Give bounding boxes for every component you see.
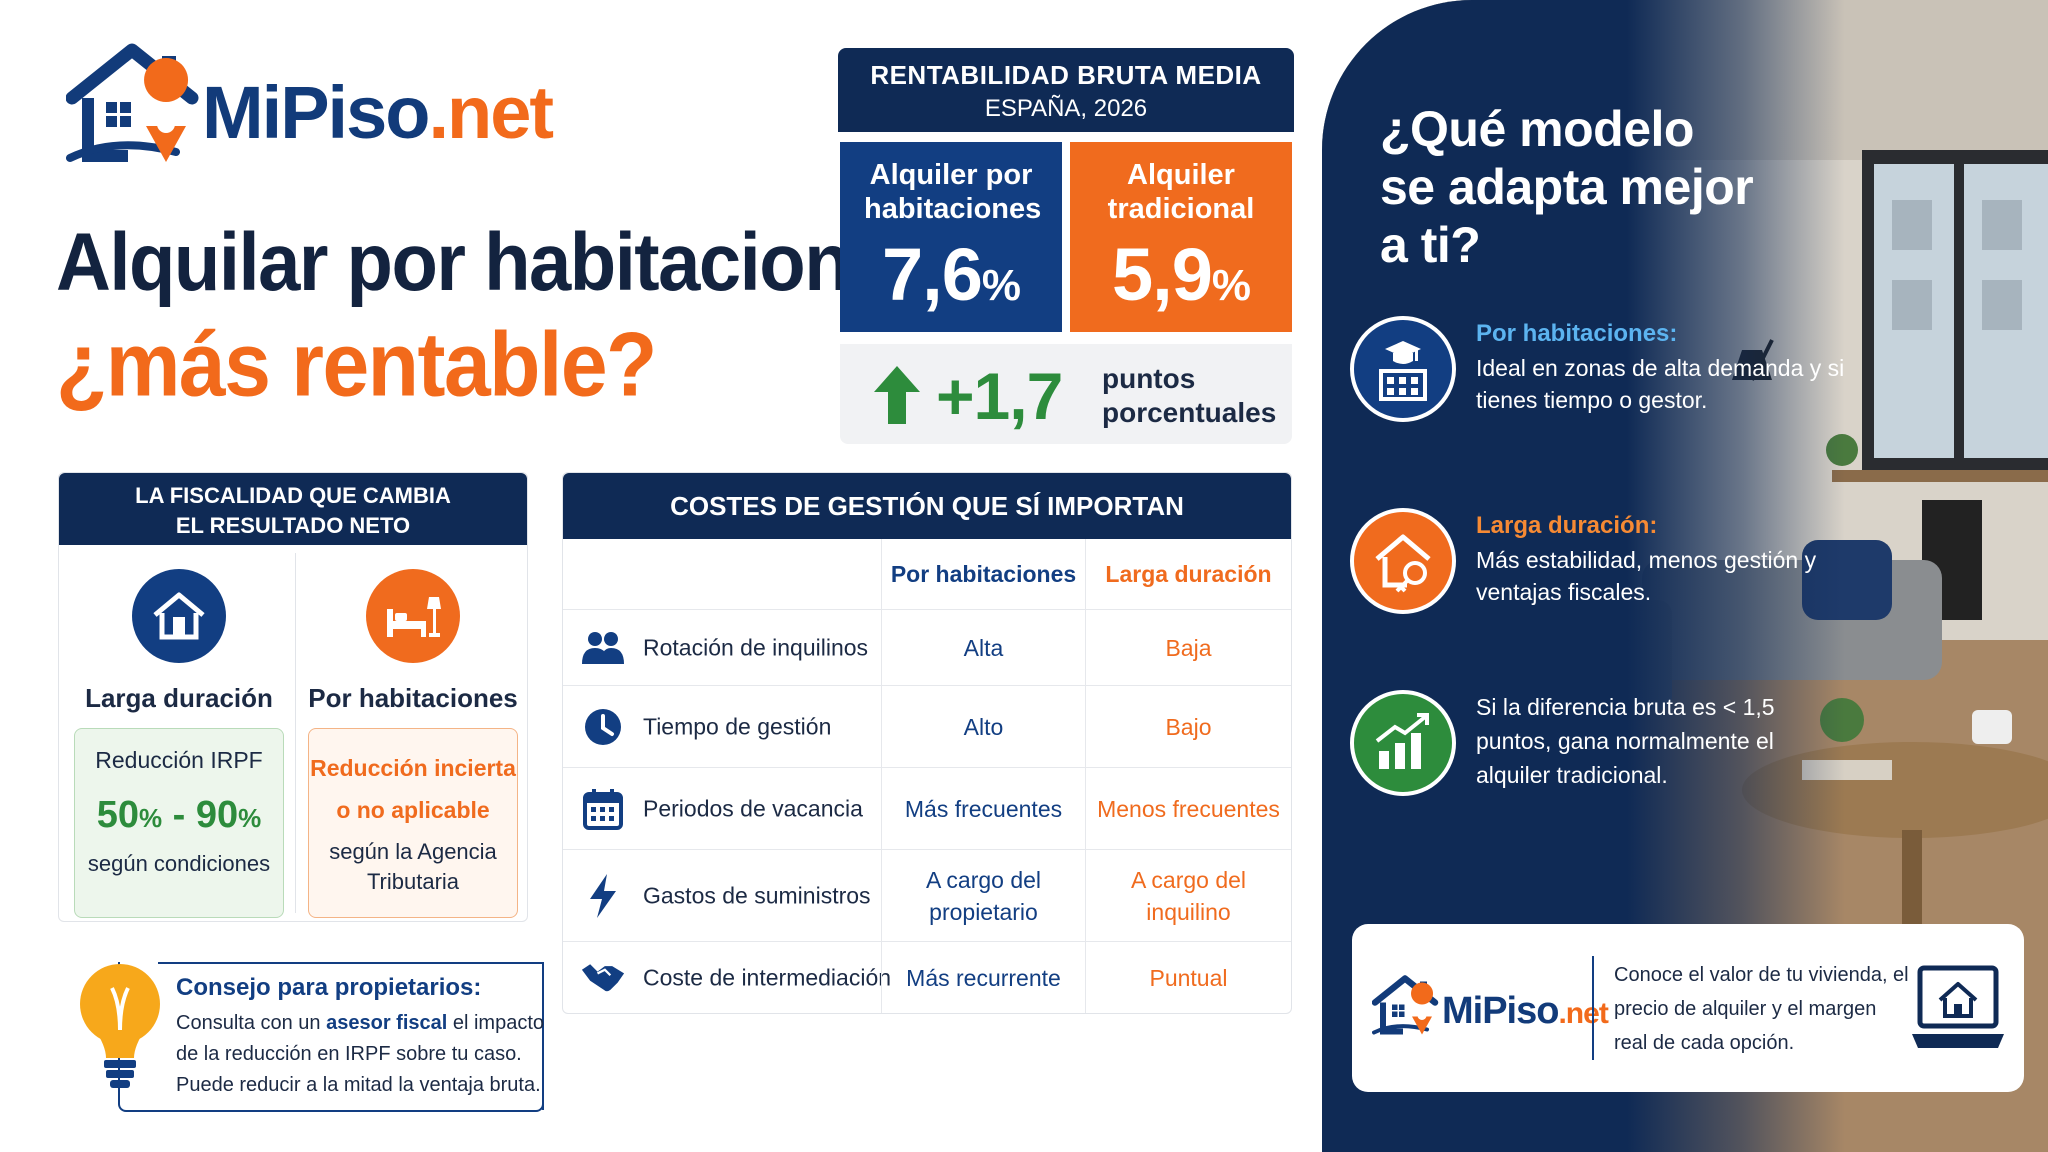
rentabilidad-header: RENTABILIDAD BRUTA MEDIA ESPAÑA, 2026 [838, 48, 1294, 132]
rentabilidad-delta: +1,7 puntos porcentuales [840, 344, 1292, 444]
fiscalidad-habitaciones-title: Por habitaciones [308, 683, 518, 713]
consejo-text: Consulta con un asesor fiscal el impacto… [176, 1012, 545, 1096]
handshake-icon [581, 956, 625, 1000]
fiscalidad-panel: LA FISCALIDAD QUE CAMBIA EL RESULTADO NE… [58, 472, 528, 922]
bedroom-icon [366, 569, 460, 663]
cta-text: Conoce el valor de tu vivienda, el preci… [1614, 964, 1909, 1054]
laptop-house-icon [1912, 965, 2004, 1048]
reduccion-incierta: Reducción incierta [310, 755, 516, 781]
lightbulb-icon [80, 964, 160, 1088]
fiscalidad-habitaciones: Por habitaciones Reducción incierta o no… [305, 569, 521, 918]
option-larga-text: Más estabilidad, menos gestión y ventaja… [1476, 547, 1817, 605]
col-habitaciones: Por habitaciones [881, 539, 1085, 609]
divider [295, 553, 296, 913]
rentabilidad-card-habitaciones: Alquiler por habitaciones 7,6% [840, 142, 1062, 332]
house-icon [132, 569, 226, 663]
col-larga-duracion: Larga duración [1085, 539, 1291, 609]
irpf-label: Reducción IRPF [95, 747, 263, 773]
fiscalidad-habitaciones-box: Reducción incierta o no aplicable según … [308, 728, 518, 918]
divider [1592, 956, 1594, 1060]
headline: Alquilar por habitaciones ¿más rentable? [56, 217, 932, 415]
card-tradicional-label: Alquiler tradicional [1107, 159, 1255, 225]
no-aplicable: o no aplicable [336, 797, 490, 823]
rentabilidad-panel: RENTABILIDAD BRUTA MEDIA ESPAÑA, 2026 Al… [838, 48, 1294, 444]
table-row: Coste de intermediación Más recurrente P… [563, 941, 1291, 1013]
row-larga-value: Puntual [1085, 942, 1291, 1013]
table-row: Rotación de inquilinos Alta Baja [563, 609, 1291, 685]
row-hab-value: Más recurrente [881, 942, 1085, 1013]
rentabilidad-subtitle: ESPAÑA, 2026 [984, 95, 1148, 122]
row-larga-value: Bajo [1085, 686, 1291, 767]
option-habitaciones-text: Ideal en zonas de alta demanda y si tien… [1476, 355, 1845, 413]
consejo-title: Consejo para propietarios: [176, 974, 482, 1001]
clock-icon [581, 705, 625, 749]
rentabilidad-card-tradicional: Alquiler tradicional 5,9% [1070, 142, 1292, 332]
consejo-box: Consejo para propietarios: Consulta con … [76, 958, 546, 1114]
costes-title: COSTES DE GESTIÓN QUE SÍ IMPORTAN [563, 473, 1291, 539]
brand-logo[interactable]: MiPiso.net [66, 40, 566, 170]
row-hab-value: A cargo del propietario [881, 850, 1085, 941]
row-label: Gastos de suministros [643, 882, 871, 908]
row-hab-value: Alto [881, 686, 1085, 767]
row-label: Coste de intermediación [643, 964, 892, 990]
irpf-range: 50% - 90% [96, 794, 262, 836]
table-header-row: Por habitaciones Larga duración [563, 539, 1291, 609]
fiscalidad-larga: Larga duración Reducción IRPF 50% - 90% … [71, 569, 287, 918]
row-hab-value: Alta [881, 610, 1085, 685]
people-icon [581, 626, 625, 670]
headline-line1: Alquilar por habitaciones [56, 216, 932, 309]
row-hab-value: Más frecuentes [881, 768, 1085, 849]
agencia-tributaria: según la Agencia Tributaria [329, 839, 497, 894]
fiscalidad-larga-title: Larga duración [85, 683, 273, 713]
option-diferencia-text: Si la diferencia bruta es < 1,5 puntos, … [1476, 694, 1775, 788]
card-habitaciones-value: 7,6% [882, 233, 1021, 316]
house-pin-logo-icon [66, 43, 199, 162]
building-graduation-icon [1350, 316, 1456, 422]
row-label: Tiempo de gestión [643, 713, 832, 739]
cta-brand: MiPiso.net [1442, 990, 1609, 1032]
fiscalidad-larga-box: Reducción IRPF 50% - 90% según condicion… [74, 728, 284, 918]
option-habitaciones-title: Por habitaciones: [1476, 320, 1678, 347]
asesor-fiscal-link[interactable]: asesor fiscal [326, 1012, 448, 1034]
table-row: Periodos de vacancia Más frecuentes Meno… [563, 767, 1291, 849]
row-larga-value: Menos frecuentes [1085, 768, 1291, 849]
costes-table: COSTES DE GESTIÓN QUE SÍ IMPORTAN Por ha… [562, 472, 1292, 1014]
option-larga-title: Larga duración: [1476, 512, 1658, 539]
modelo-question: ¿Qué modelo se adapta mejor a ti? [1380, 101, 1754, 273]
row-label: Periodos de vacancia [643, 795, 863, 821]
delta-value: +1,7 [936, 359, 1063, 433]
house-pin-logo-icon [1372, 975, 1439, 1035]
card-tradicional-value: 5,9% [1112, 233, 1251, 316]
lightning-icon [581, 873, 625, 918]
row-label: Rotación de inquilinos [643, 634, 869, 660]
cta-card[interactable]: MiPiso.net Conoce el valor de tu viviend… [1352, 924, 2024, 1092]
delta-label: puntos porcentuales [1102, 363, 1277, 428]
fiscalidad-header: LA FISCALIDAD QUE CAMBIA EL RESULTADO NE… [59, 473, 527, 545]
table-row: Tiempo de gestión Alto Bajo [563, 685, 1291, 767]
row-larga-value: A cargo del inquilino [1085, 850, 1291, 941]
calendar-icon [581, 787, 625, 831]
bar-chart-growth-icon [1350, 690, 1456, 796]
arrow-up-icon [874, 366, 920, 424]
row-larga-value: Baja [1085, 610, 1291, 685]
headline-line2: ¿más rentable? [56, 313, 657, 415]
rentabilidad-title: RENTABILIDAD BRUTA MEDIA [870, 60, 1262, 90]
card-habitaciones-label: Alquiler por habitaciones [864, 159, 1042, 225]
house-key-icon [1350, 508, 1456, 614]
table-row: Gastos de suministros A cargo del propie… [563, 849, 1291, 941]
brand-name: MiPiso.net [202, 71, 554, 154]
irpf-condition: según condiciones [87, 851, 271, 876]
